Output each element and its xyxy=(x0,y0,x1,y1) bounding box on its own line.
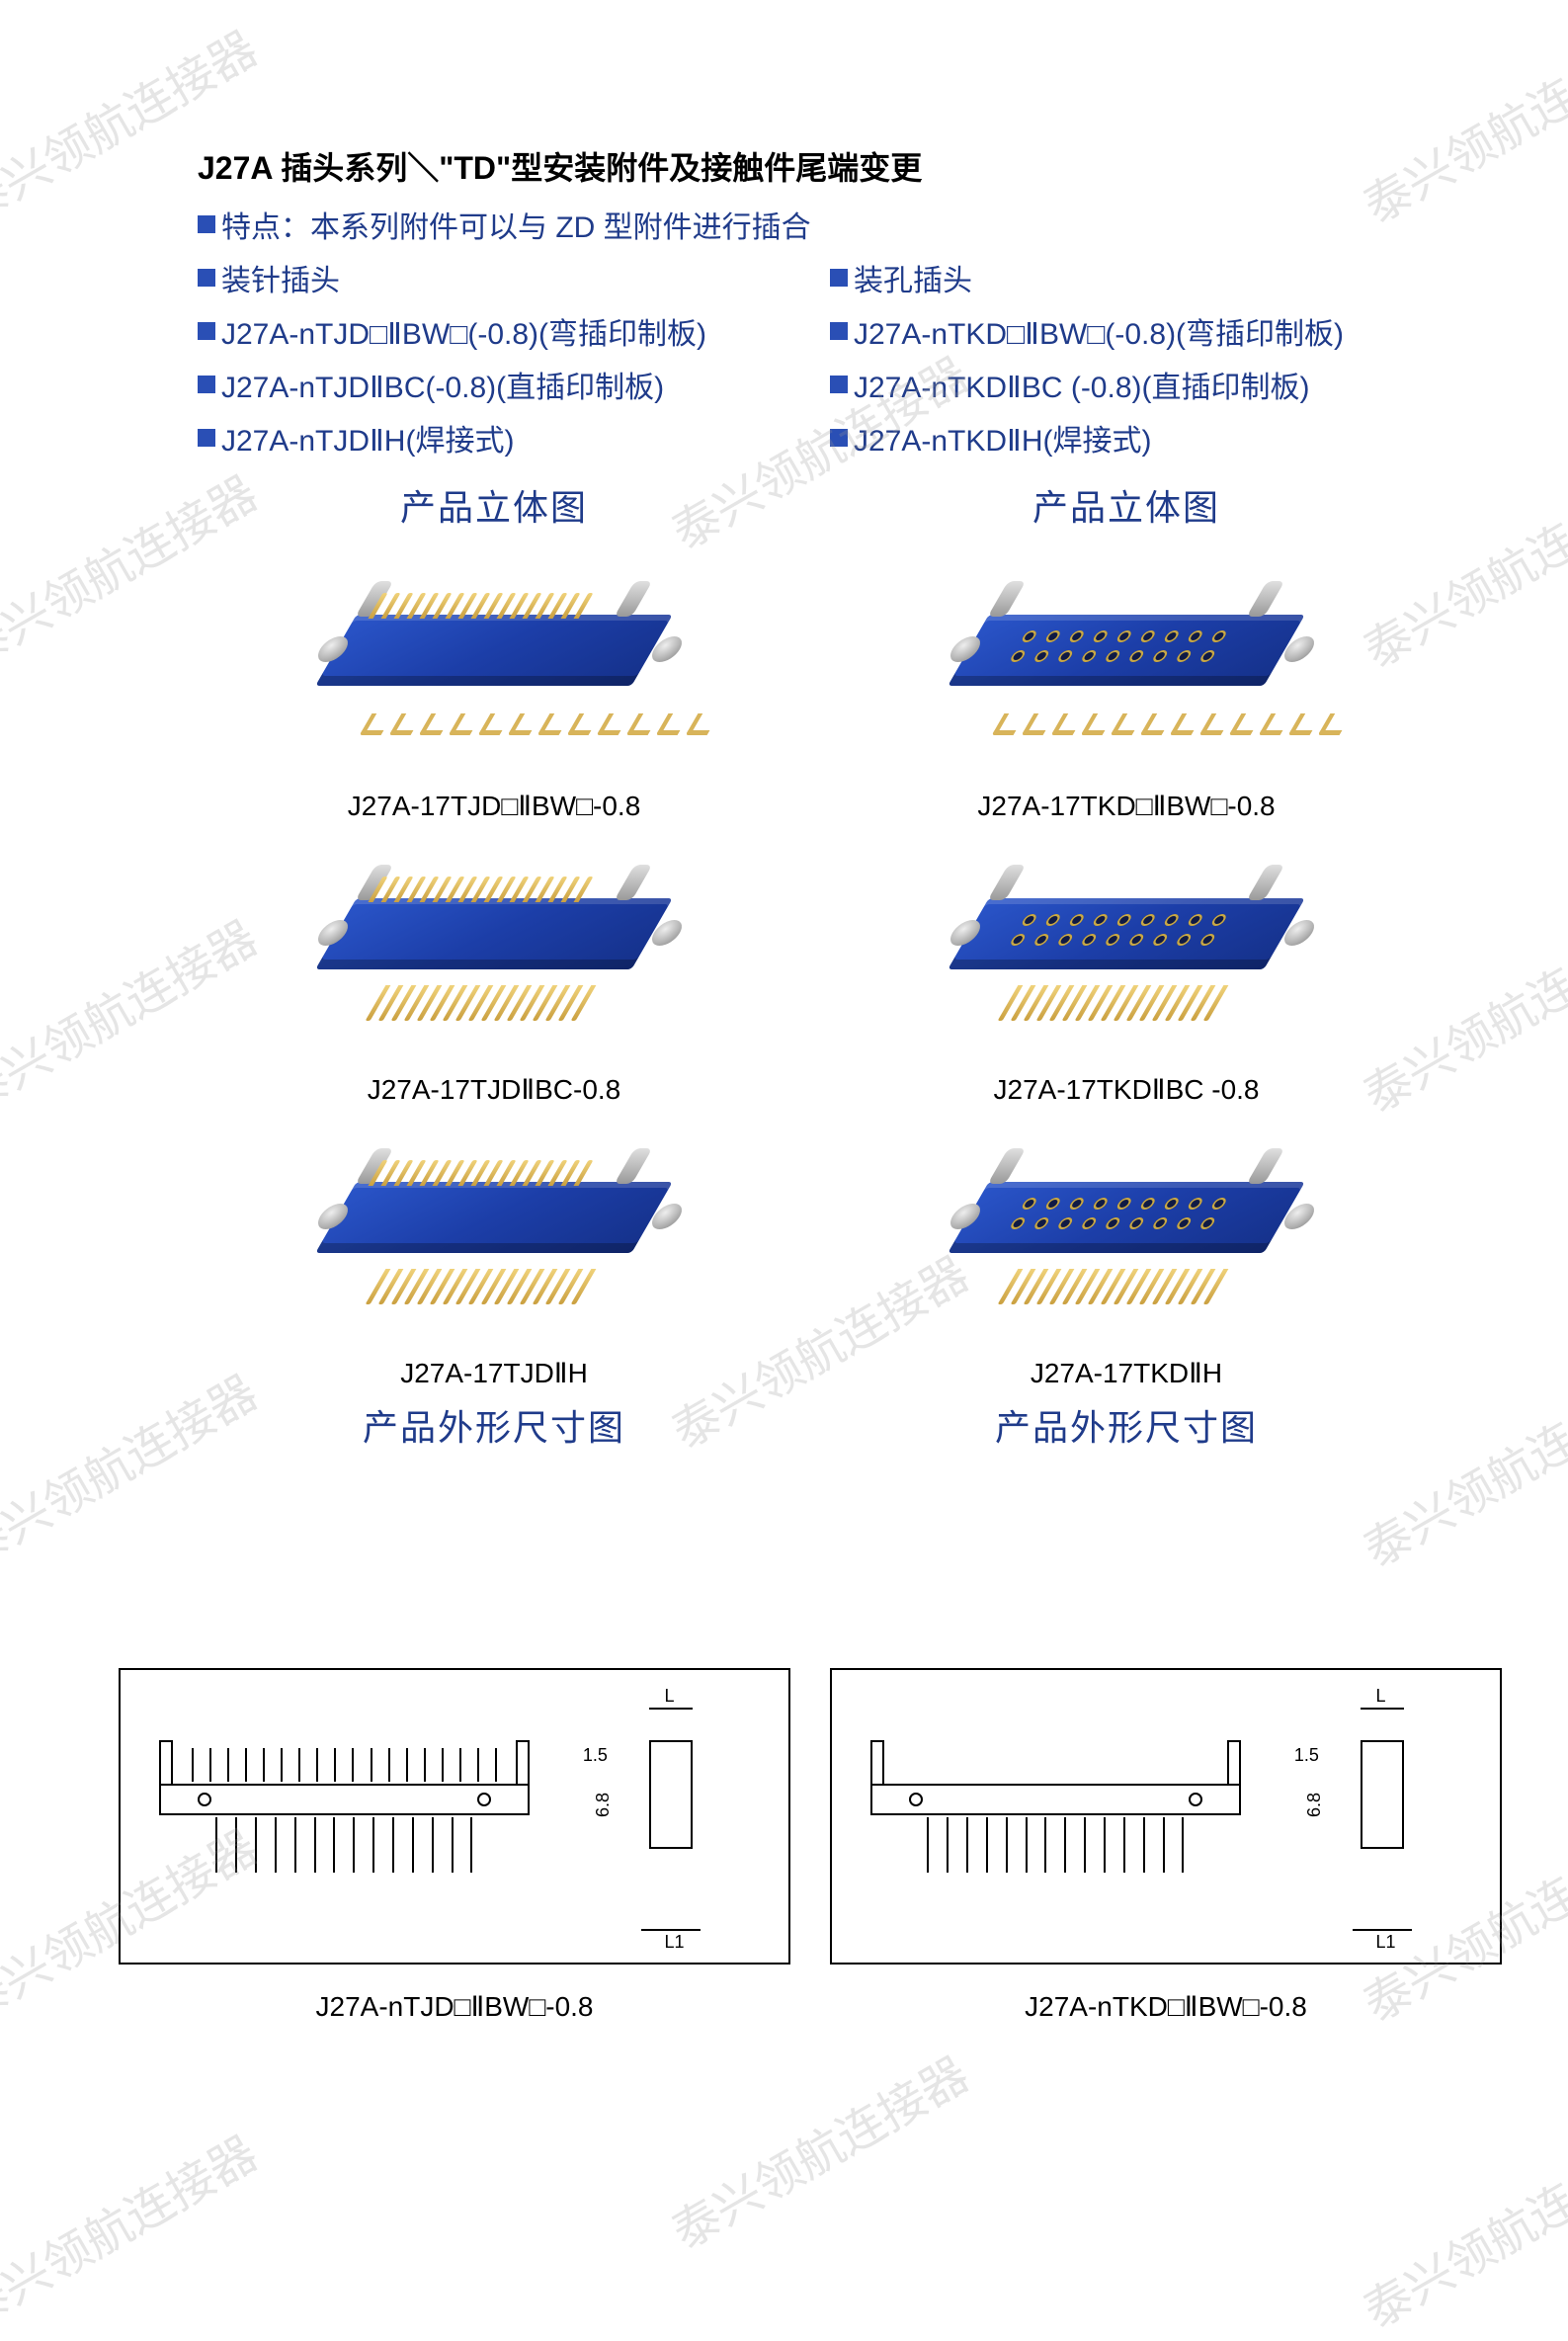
right-variant-0: J27A-nTKD□ⅡBW□(-0.8)(弯插印制板) xyxy=(830,309,1423,353)
dim-line xyxy=(1353,1929,1412,1931)
left-product-2: J27A-17TJDⅡH xyxy=(198,1106,790,1389)
bullet-square-icon xyxy=(830,322,848,340)
left-variant-0: J27A-nTJD□ⅡBW□(-0.8)(弯插印制板) xyxy=(198,309,790,353)
connector-bar xyxy=(159,1784,529,1815)
dimension-row: L 1.5 6.8 L1 J27A-nTJD□ⅡBW□-0.8 xyxy=(119,1668,1502,2023)
side-profile xyxy=(1361,1740,1404,1849)
dim-line xyxy=(641,1929,701,1931)
dim-label-1-5: 1.5 xyxy=(583,1745,608,1766)
mount-hole-icon xyxy=(477,1793,491,1806)
right-product-0-caption: J27A-17TKD□ⅡBW□-0.8 xyxy=(830,790,1423,822)
mount-hole-icon xyxy=(909,1793,923,1806)
left-dim-box: L 1.5 6.8 L1 xyxy=(119,1668,790,1965)
right-variant-1-text: J27A-nTKDⅡBC (-0.8)(直插印制板) xyxy=(854,363,1309,406)
dim-label-6-8: 6.8 xyxy=(1304,1793,1325,1817)
right-dim-front-view xyxy=(855,1680,1257,1953)
connector-image xyxy=(830,539,1423,786)
dim-label-L: L xyxy=(1376,1686,1386,1707)
variant-header-row: 装针插头 J27A-nTJD□ⅡBW□(-0.8)(弯插印制板) J27A-nT… xyxy=(198,256,1423,469)
right-product-0: J27A-17TKD□ⅡBW□-0.8 xyxy=(830,539,1423,822)
watermark-text: 泰兴领航连接器 xyxy=(657,2037,979,2263)
left-product-1: J27A-17TJDⅡBC-0.8 xyxy=(198,822,790,1106)
right-variant-0-text: J27A-nTKD□ⅡBW□(-0.8)(弯插印制板) xyxy=(854,309,1344,353)
mount-hole-icon xyxy=(1189,1793,1202,1806)
left-product-2-caption: J27A-17TJDⅡH xyxy=(198,1357,790,1389)
right-dim-side-view: L 1.5 6.8 L1 xyxy=(1282,1680,1477,1953)
right-dim-title: 产品外形尺寸图 xyxy=(830,1399,1423,1451)
right-dim-caption: J27A-nTKD□ⅡBW□-0.8 xyxy=(830,1990,1502,2023)
bullet-square-icon xyxy=(198,269,215,287)
left-dim-caption: J27A-nTJD□ⅡBW□-0.8 xyxy=(119,1990,790,2023)
right-dim-box: L 1.5 6.8 L1 xyxy=(830,1668,1502,1965)
left-product-1-caption: J27A-17TJDⅡBC-0.8 xyxy=(198,1073,790,1106)
dim-line xyxy=(649,1708,693,1710)
right-product-col: 产品立体图 J27A-17TKD□ⅡBW□-0.8 J27A-17TKDⅡBC … xyxy=(830,469,1423,1459)
left-3d-title: 产品立体图 xyxy=(198,479,790,531)
right-dim-col: L 1.5 6.8 L1 J27A-nTKD□ⅡBW□-0.8 xyxy=(830,1668,1502,2023)
left-variant-0-text: J27A-nTJD□ⅡBW□(-0.8)(弯插印制板) xyxy=(221,309,706,353)
right-col-header: 装孔插头 J27A-nTKD□ⅡBW□(-0.8)(弯插印制板) J27A-nT… xyxy=(830,256,1423,469)
left-product-0: J27A-17TJD□ⅡBW□-0.8 xyxy=(198,539,790,822)
watermark-text: 泰兴领航连接器 xyxy=(1349,2116,1568,2341)
mount-hole-icon xyxy=(198,1793,211,1806)
bracket-right xyxy=(1227,1740,1241,1784)
left-col-header: 装针插头 J27A-nTJD□ⅡBW□(-0.8)(弯插印制板) J27A-nT… xyxy=(198,256,790,469)
right-variant-2: J27A-nTKDⅡH(焊接式) xyxy=(830,416,1423,460)
right-3d-title: 产品立体图 xyxy=(830,479,1423,531)
left-variant-2-text: J27A-nTJDⅡH(焊接式) xyxy=(221,416,514,460)
connector-image xyxy=(830,1106,1423,1353)
bullet-square-icon xyxy=(830,376,848,393)
connector-image xyxy=(198,1106,790,1353)
bracket-left xyxy=(870,1740,884,1784)
left-product-0-caption: J27A-17TJD□ⅡBW□-0.8 xyxy=(198,790,790,822)
left-header: 装针插头 xyxy=(198,256,790,299)
left-variant-1: J27A-nTJDⅡBC(-0.8)(直插印制板) xyxy=(198,363,790,406)
page-content: J27A 插头系列＼"TD"型安装附件及接触件尾端变更 特点：本系列附件可以与 … xyxy=(198,143,1423,1459)
bottom-pins xyxy=(927,1817,1184,1873)
bullet-square-icon xyxy=(198,376,215,393)
page-title: J27A 插头系列＼"TD"型安装附件及接触件尾端变更 xyxy=(198,143,1423,189)
right-product-1-caption: J27A-17TKDⅡBC -0.8 xyxy=(830,1073,1423,1106)
dim-label-L1: L1 xyxy=(1376,1932,1396,1953)
bullet-square-icon xyxy=(830,429,848,447)
feature-line: 特点：本系列附件可以与 ZD 型附件进行插合 xyxy=(198,203,1423,246)
top-pins xyxy=(192,1748,497,1782)
bullet-square-icon xyxy=(198,322,215,340)
dim-label-L1: L1 xyxy=(665,1932,685,1953)
dim-label-1-5: 1.5 xyxy=(1294,1745,1319,1766)
connector-image xyxy=(198,539,790,786)
left-variant-1-text: J27A-nTJDⅡBC(-0.8)(直插印制板) xyxy=(221,363,664,406)
left-header-text: 装针插头 xyxy=(221,256,340,299)
right-header: 装孔插头 xyxy=(830,256,1423,299)
dim-label-L: L xyxy=(665,1686,675,1707)
dim-line xyxy=(1361,1708,1404,1710)
connector-bar xyxy=(870,1784,1240,1815)
feature-text: 特点：本系列附件可以与 ZD 型附件进行插合 xyxy=(221,203,811,246)
side-profile xyxy=(649,1740,693,1849)
bullet-square-icon xyxy=(198,215,215,233)
left-dim-col: L 1.5 6.8 L1 J27A-nTJD□ⅡBW□-0.8 xyxy=(119,1668,790,2023)
right-product-1: J27A-17TKDⅡBC -0.8 xyxy=(830,822,1423,1106)
dimension-row-wrapper: L 1.5 6.8 L1 J27A-nTJD□ⅡBW□-0.8 xyxy=(119,1660,1502,2023)
product-3d-grid: 产品立体图 J27A-17TJD□ⅡBW□-0.8 J27A-17TJDⅡBC-… xyxy=(198,469,1423,1459)
right-product-2: J27A-17TKDⅡH xyxy=(830,1106,1423,1389)
right-product-2-caption: J27A-17TKDⅡH xyxy=(830,1357,1423,1389)
connector-image xyxy=(198,822,790,1069)
bottom-pins xyxy=(215,1817,472,1873)
bullet-square-icon xyxy=(198,429,215,447)
bracket-right xyxy=(516,1740,530,1784)
watermark-text: 泰兴领航连接器 xyxy=(0,2116,268,2341)
left-dim-side-view: L 1.5 6.8 L1 xyxy=(571,1680,766,1953)
left-product-col: 产品立体图 J27A-17TJD□ⅡBW□-0.8 J27A-17TJDⅡBC-… xyxy=(198,469,790,1459)
bracket-left xyxy=(159,1740,173,1784)
left-dim-title: 产品外形尺寸图 xyxy=(198,1399,790,1451)
right-header-text: 装孔插头 xyxy=(854,256,972,299)
dim-label-6-8: 6.8 xyxy=(593,1793,614,1817)
left-variant-2: J27A-nTJDⅡH(焊接式) xyxy=(198,416,790,460)
right-variant-2-text: J27A-nTKDⅡH(焊接式) xyxy=(854,416,1151,460)
left-dim-front-view xyxy=(143,1680,545,1953)
bullet-square-icon xyxy=(830,269,848,287)
right-variant-1: J27A-nTKDⅡBC (-0.8)(直插印制板) xyxy=(830,363,1423,406)
connector-image xyxy=(830,822,1423,1069)
